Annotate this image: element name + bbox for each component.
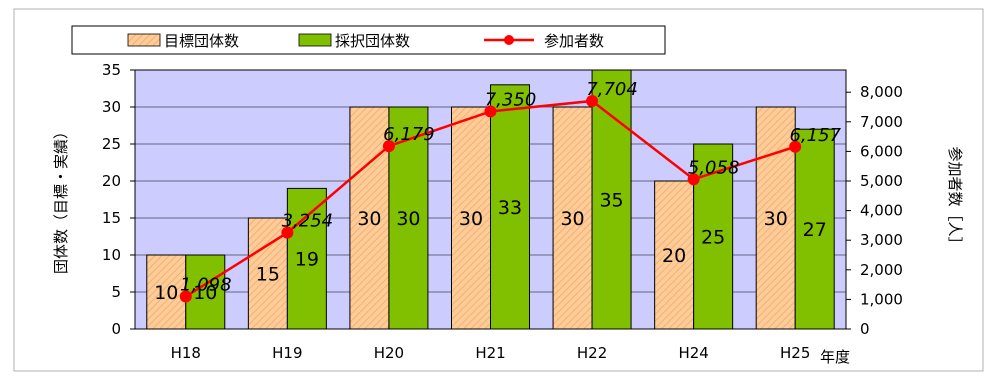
participants-value-label: 7,350 xyxy=(485,89,537,110)
x-tick-label: H22 xyxy=(577,344,607,362)
participants-value-label: 1,098 xyxy=(180,274,232,295)
participants-value-label: 7,704 xyxy=(586,79,638,100)
y-left-tick-label: 15 xyxy=(102,209,121,227)
participants-marker xyxy=(382,140,395,153)
bar-target xyxy=(552,106,593,330)
bar-label-target: 15 xyxy=(256,264,280,286)
bar-label-adopted: 33 xyxy=(498,197,522,219)
x-tick-label: H19 xyxy=(272,344,302,362)
legend-label-adopted: 採択団体数 xyxy=(335,32,410,50)
participants-marker xyxy=(484,105,497,118)
y-right-tick-label: 3,000 xyxy=(860,231,903,249)
bar-label-target: 30 xyxy=(357,208,381,230)
x-tick-label: H25 xyxy=(780,344,810,362)
bar-adopted xyxy=(591,69,632,330)
y-right-tick-label: 5,000 xyxy=(860,172,903,190)
bar-label-target: 10 xyxy=(154,282,178,304)
participants-value-label: 3,254 xyxy=(282,211,334,232)
bar-label-adopted: 27 xyxy=(803,219,827,241)
y-right-axis-title: 参加者数［人］ xyxy=(946,146,964,251)
legend-swatch-target xyxy=(127,33,161,47)
y-right-tick-label: 6,000 xyxy=(860,142,903,160)
legend-box xyxy=(71,25,666,55)
y-left-tick-label: 20 xyxy=(102,172,121,190)
bar-adopted xyxy=(286,187,327,330)
y-left-axis-title: 団体数（目標・実績） xyxy=(52,124,70,274)
bar-target xyxy=(146,254,187,330)
bar-adopted xyxy=(490,84,530,330)
y-right-tick-label: 1,000 xyxy=(860,290,903,308)
bar-label-target: 30 xyxy=(459,208,483,230)
x-tick-label: H18 xyxy=(171,344,201,362)
y-left-tick-label: 25 xyxy=(102,135,121,153)
bar-label-target: 30 xyxy=(764,208,788,230)
participants-marker xyxy=(586,94,599,107)
bar-label-target: 20 xyxy=(662,245,686,267)
y-right-tick-label: 7,000 xyxy=(860,113,903,131)
bar-target xyxy=(755,106,796,330)
bar-adopted xyxy=(794,128,835,330)
y-right-tick-label: 2,000 xyxy=(860,261,903,279)
participants-marker xyxy=(179,290,192,303)
participants-marker xyxy=(789,140,802,153)
bar-label-target: 30 xyxy=(560,208,584,230)
participants-marker xyxy=(281,226,294,239)
participants-series xyxy=(179,94,802,303)
participants-value-label: 6,157 xyxy=(789,125,841,146)
y-right-tick-label: 8,000 xyxy=(860,83,903,101)
y-right-tick-label: 4,000 xyxy=(860,202,903,220)
bar-target xyxy=(654,180,695,330)
legend-marker-participants xyxy=(504,35,514,45)
participants-marker xyxy=(687,173,700,186)
x-axis-title: 年度 xyxy=(820,348,850,366)
bar-label-adopted: 30 xyxy=(396,208,420,230)
participants-value-label: 6,179 xyxy=(383,124,435,145)
bar-label-adopted: 25 xyxy=(701,227,725,249)
y-left-tick-label: 10 xyxy=(102,246,121,264)
legend-swatch-adopted xyxy=(298,33,332,47)
legend: 目標団体数 採択団体数 参加者数 xyxy=(71,25,666,55)
legend-label-target: 目標団体数 xyxy=(164,32,239,50)
x-tick-label: H24 xyxy=(678,344,708,362)
bar-label-adopted: 35 xyxy=(599,190,623,212)
participants-value-label: 5,058 xyxy=(688,157,740,178)
bars xyxy=(146,69,835,330)
y-left-tick-label: 0 xyxy=(111,320,121,338)
x-tick-label: H21 xyxy=(475,344,505,362)
y-left-tick-label: 5 xyxy=(111,283,121,301)
x-tick-label: H20 xyxy=(374,344,404,362)
legend-label-participants: 参加者数 xyxy=(544,32,604,50)
y-left-tick-label: 35 xyxy=(102,61,121,79)
line-value-labels: 1,098 3,254 6,179 7,350 7,704 5,058 6,157 xyxy=(180,79,842,296)
bar-label-adopted: 19 xyxy=(295,249,319,271)
y-left-tick-label: 30 xyxy=(102,98,121,116)
bar-adopted xyxy=(693,143,734,330)
y-right-tick-label: 0 xyxy=(860,320,870,338)
axes: 0 5 10 15 20 25 30 35 0 1,000 2,000 3,000 4,000 5,000… xyxy=(102,61,903,362)
